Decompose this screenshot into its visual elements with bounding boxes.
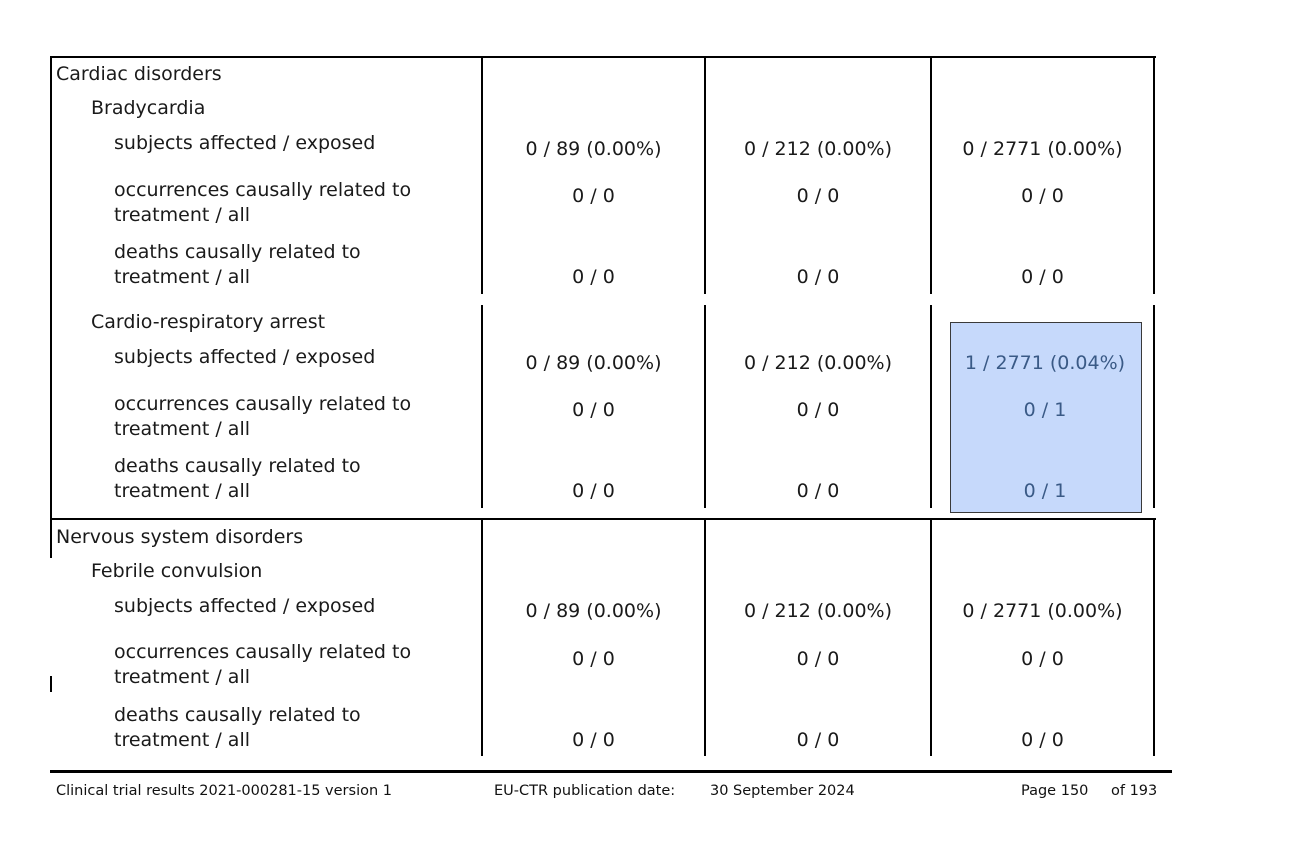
column-separator [481,56,483,294]
table-cell: 0 / 89 (0.00%) [525,600,662,622]
table-cell: 0 / 0 [572,399,615,421]
table-cell: 0 / 212 (0.00%) [743,352,893,374]
column-separator [930,518,932,756]
term-heading: Bradycardia [91,97,206,119]
column-separator [481,305,483,508]
table-cell: 0 / 0 [572,185,615,207]
table-cell: 1 / 2771 (0.04%) [964,352,1126,374]
row-label: subjects affected / exposed [114,346,376,368]
row-label: subjects affected / exposed [114,595,376,617]
table-right-border [1153,305,1155,508]
table-top-border [50,56,1156,58]
table-cell: 0 / 0 [796,185,840,207]
table-left-border [50,676,52,692]
table-cell: 0 / 0 [1021,266,1064,288]
selection-highlight [950,322,1142,513]
table-cell: 0 / 0 [1021,729,1064,751]
footer-document-id: Clinical trial results 2021-000281-15 ve… [56,783,392,799]
soc-heading: Cardiac disorders [56,63,222,85]
table-cell: 0 / 1 [1023,399,1067,421]
footer-publication-label: EU-CTR publication date: [494,783,676,799]
row-label: treatment / all [114,204,250,226]
table-cell: 0 / 1 [1023,480,1067,502]
table-cell: 0 / 0 [1021,648,1064,670]
row-label: treatment / all [114,480,250,502]
table-left-border [50,56,52,520]
table-cell: 0 / 0 [796,399,840,421]
table-cell: 0 / 0 [572,266,615,288]
footer-page-number: Page 150 [1021,783,1089,799]
table-right-border [1153,56,1155,294]
table-bottom-border [50,770,1172,773]
row-label: deaths causally related to [114,704,361,726]
table-divider-nervous [50,518,1156,520]
table-cell: 0 / 89 (0.00%) [525,138,662,160]
row-label: deaths causally related to [114,455,361,477]
table-cell: 0 / 0 [796,729,840,751]
table-cell: 0 / 0 [572,480,615,502]
row-label: occurrences causally related to [114,179,412,201]
table-cell: 0 / 0 [796,266,840,288]
row-label: treatment / all [114,266,250,288]
column-separator [704,56,706,294]
table-left-border [50,518,52,558]
row-label: treatment / all [114,666,250,688]
term-heading: Cardio-respiratory arrest [91,311,326,333]
table-cell: 0 / 0 [572,729,615,751]
table-cell: 0 / 0 [796,648,840,670]
table-right-border [1153,518,1155,756]
table-cell: 0 / 0 [572,648,615,670]
table-cell: 0 / 212 (0.00%) [743,138,893,160]
row-label: subjects affected / exposed [114,132,376,154]
footer-page-total: of 193 [1111,783,1158,799]
table-cell: 0 / 2771 (0.00%) [962,138,1123,160]
column-separator [704,305,706,508]
row-label: treatment / all [114,418,250,440]
column-separator [481,518,483,756]
row-label: treatment / all [114,729,250,751]
table-cell: 0 / 89 (0.00%) [525,352,662,374]
column-separator [930,305,932,508]
row-label: occurrences causally related to [114,393,412,415]
column-separator [704,518,706,756]
footer-publication-date: 30 September 2024 [710,783,855,799]
soc-heading: Nervous system disorders [56,526,304,548]
term-heading: Febrile convulsion [91,560,263,582]
column-separator [930,56,932,294]
table-cell: 0 / 0 [796,480,840,502]
table-cell: 0 / 0 [1021,185,1064,207]
table-cell: 0 / 212 (0.00%) [743,600,893,622]
row-label: deaths causally related to [114,241,361,263]
row-label: occurrences causally related to [114,641,412,663]
table-cell: 0 / 2771 (0.00%) [962,600,1123,622]
